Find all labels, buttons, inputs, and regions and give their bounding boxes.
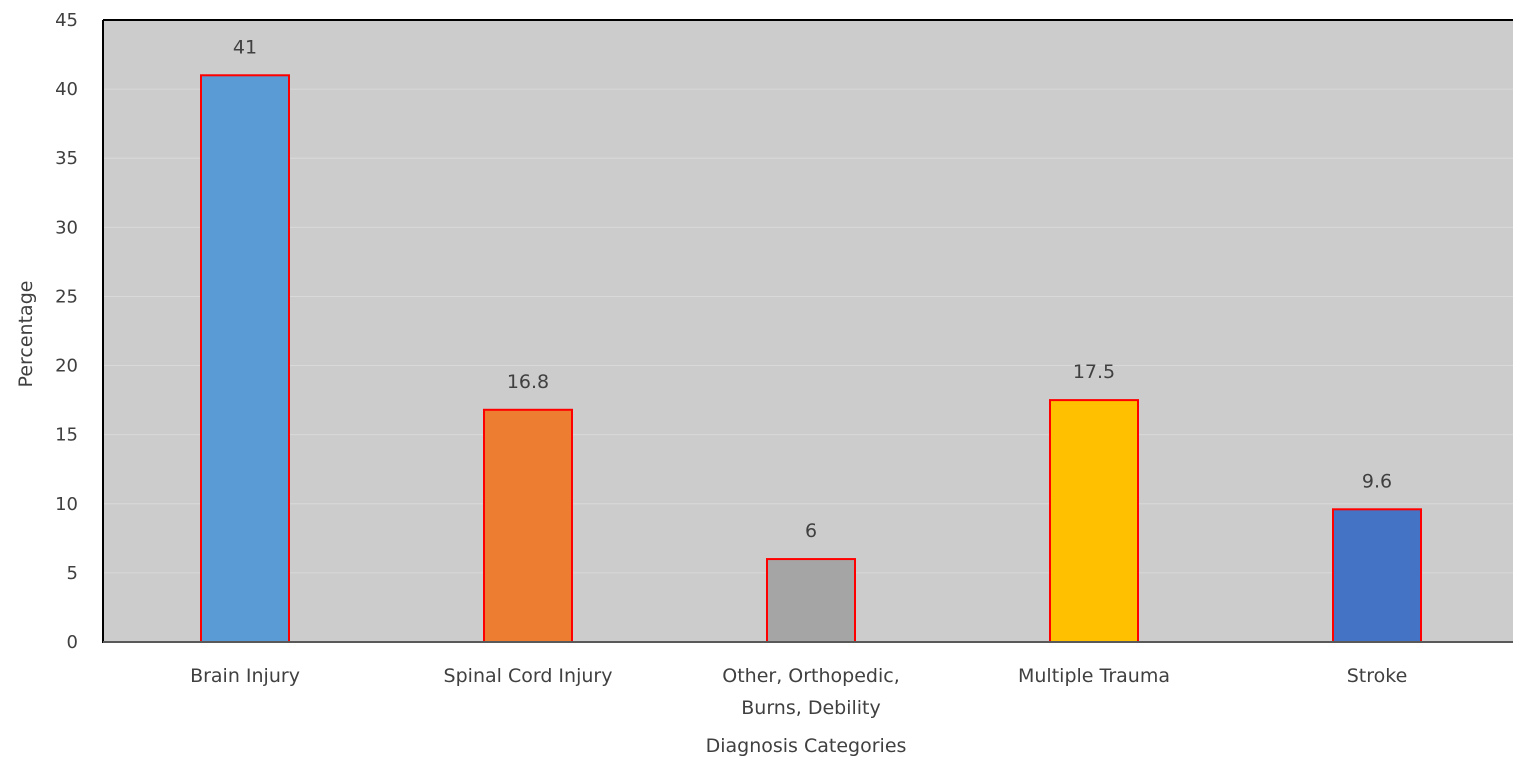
- x-tick-label-line: Brain Injury: [190, 665, 300, 687]
- bar: [200, 74, 290, 644]
- y-axis-title: Percentage: [15, 281, 37, 388]
- bars: [200, 74, 1422, 644]
- x-axis-title: Diagnosis Categories: [706, 735, 907, 757]
- x-tick-labels: Brain Injury Spinal Cord Injury Other, Ort…: [190, 665, 1407, 719]
- x-tick-label: Multiple Trauma: [1018, 665, 1170, 687]
- x-tick-label: Stroke: [1347, 665, 1408, 687]
- data-label: 41: [233, 36, 257, 58]
- axes: [102, 19, 1513, 643]
- plot-area: [103, 20, 1513, 642]
- x-tick-label-line: Spinal Cord Injury: [444, 665, 613, 687]
- bar: [1332, 508, 1422, 643]
- bar: [1049, 399, 1139, 643]
- x-tick-label: Other, Orthopedic, Burns, Debility: [722, 665, 900, 719]
- x-tick-label-line: Burns, Debility: [741, 697, 881, 719]
- y-tick-label: 45: [55, 10, 78, 31]
- x-tick-label-line: Multiple Trauma: [1018, 665, 1170, 687]
- data-label: 16.8: [507, 371, 549, 393]
- x-tick-label: Brain Injury: [190, 665, 300, 687]
- data-label: 17.5: [1073, 361, 1115, 383]
- y-tick-label: 35: [55, 148, 78, 169]
- x-tick-label: Spinal Cord Injury: [444, 665, 613, 687]
- y-tick-label: 40: [55, 79, 78, 100]
- y-tick-label: 5: [67, 563, 78, 584]
- y-tick-label: 10: [55, 494, 78, 515]
- x-tick-label-line: Stroke: [1347, 665, 1408, 687]
- x-tick-label-line: Other, Orthopedic,: [722, 665, 900, 687]
- y-tick-label: 25: [55, 286, 78, 307]
- data-label: 9.6: [1362, 470, 1392, 492]
- y-tick-label: 0: [67, 632, 78, 653]
- y-tick-label: 30: [55, 217, 78, 238]
- bar: [766, 558, 856, 643]
- bar: [483, 408, 573, 643]
- data-labels: 41 16.8 6 17.5 9.6: [233, 36, 1392, 542]
- y-tick-labels: 0 5 10 15 20 25 30 35 40 45: [55, 10, 78, 653]
- gridlines: [103, 88, 1513, 574]
- y-tick-label: 15: [55, 425, 78, 446]
- data-label: 6: [805, 520, 817, 542]
- y-tick-label: 20: [55, 356, 78, 377]
